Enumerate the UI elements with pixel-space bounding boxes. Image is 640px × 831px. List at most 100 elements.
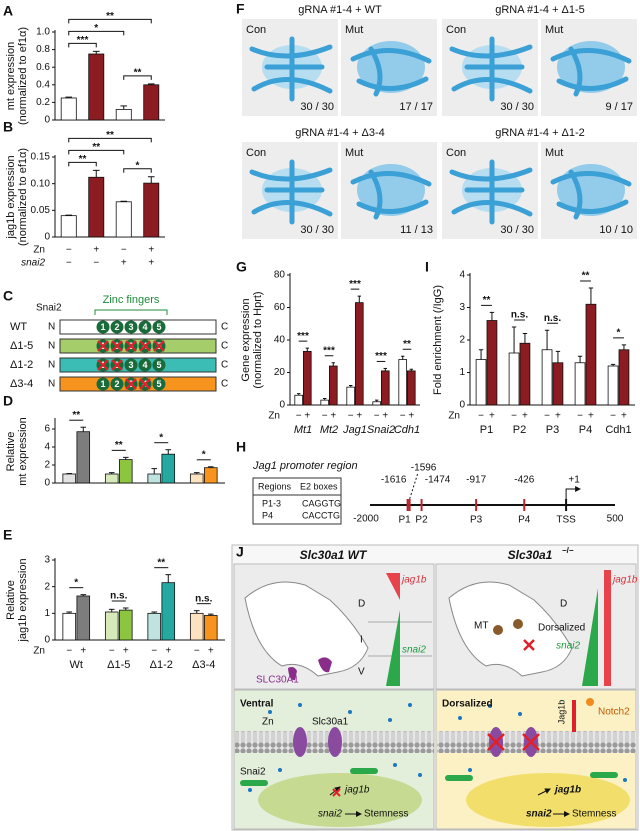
- construct-name: Δ1-5: [10, 340, 33, 352]
- promoter-title: Jag1 promoter region: [252, 460, 358, 472]
- construct-name: Δ1-2: [10, 359, 33, 371]
- panel-label: I: [425, 259, 429, 275]
- row-sign: −: [109, 646, 115, 657]
- embryo: [448, 581, 573, 677]
- image-count: 30 / 30: [500, 224, 534, 236]
- y-tick-label: 0.8: [36, 44, 50, 55]
- gradient-label: snai2: [402, 645, 426, 656]
- y-tick-label: 3: [44, 555, 50, 566]
- row-sign: −: [66, 646, 72, 657]
- snai2-icons: [240, 768, 378, 786]
- transporter-icon: [288, 667, 297, 681]
- finger-number: 5: [156, 360, 161, 370]
- y-tick-label: 0.05: [31, 205, 51, 216]
- table-header: E2 boxes: [300, 481, 338, 491]
- y-tick-label: 0: [44, 478, 50, 489]
- bar: [203, 615, 218, 641]
- arrow: [537, 788, 551, 796]
- row-sign: +: [121, 258, 127, 269]
- bar: [320, 399, 330, 406]
- y-tick-label: 2: [44, 460, 50, 471]
- significance-label: n.s.: [544, 313, 561, 324]
- gene-label: snai2: [526, 809, 552, 820]
- significance-label: *: [617, 328, 621, 339]
- cross: [523, 639, 535, 651]
- bar: [118, 609, 133, 641]
- significance-label: ***: [77, 35, 89, 46]
- significance-bracket: [68, 18, 152, 24]
- zinc-dots: [248, 703, 627, 792]
- ligand-label: Jag1b: [556, 700, 566, 725]
- image-count: 30 / 30: [500, 101, 534, 113]
- site-label: -1474: [425, 475, 451, 486]
- y-tick-label: 0.4: [36, 79, 50, 90]
- skull-title: gRNA #1-4 + Δ3-4: [295, 127, 385, 139]
- row-sign: −: [66, 258, 72, 269]
- y-tick-label: 0.2: [36, 97, 50, 108]
- bar: [62, 473, 77, 484]
- y-tick-label: 0: [279, 400, 285, 411]
- y-axis-label: Fold enrichment (/IgG): [432, 285, 444, 395]
- significance-label: n.s.: [511, 310, 528, 321]
- significance-label: **: [92, 142, 100, 153]
- leader: [409, 473, 419, 500]
- y-tick-label: 0.15: [31, 152, 51, 163]
- region-label: P2: [415, 515, 428, 526]
- axis-end-label: -2000: [353, 514, 379, 525]
- bar: [60, 215, 77, 238]
- jag1b-gradient: [386, 573, 400, 600]
- bar: [398, 359, 408, 406]
- nucleus: [258, 773, 422, 827]
- site-label: -1596: [411, 463, 437, 474]
- region-label: P3: [470, 515, 483, 526]
- n-label: N: [48, 322, 55, 333]
- table-cell: CAGGTG: [302, 498, 341, 508]
- row-sign: −: [296, 411, 302, 422]
- bar: [189, 612, 204, 641]
- zinc-finger: [96, 377, 110, 391]
- image-count: 30 / 30: [300, 224, 334, 236]
- bar: [88, 53, 105, 121]
- tss-arrow: [565, 486, 582, 499]
- image-count: 30 / 30: [300, 101, 334, 113]
- bar: [508, 352, 520, 406]
- site-label: -917: [466, 475, 486, 486]
- cartilage-stain: [550, 46, 632, 97]
- row-sign: −: [93, 258, 99, 269]
- y-axis-label: (normalized to Hprt): [252, 291, 264, 388]
- mt-icon: [513, 619, 523, 629]
- image-count: 11 / 13: [400, 224, 433, 236]
- panel-label: E: [3, 527, 12, 543]
- x-tick-label: Cdh1: [605, 424, 631, 436]
- axis-d: D: [560, 599, 567, 610]
- construct-bar: [59, 338, 217, 354]
- skull-title: gRNA #1-4 + Δ1-2: [495, 127, 585, 139]
- bar: [104, 611, 119, 641]
- construct-bar: [59, 357, 217, 373]
- transporter-icon: [318, 657, 332, 673]
- x-tick-label: Snai2: [367, 424, 395, 436]
- zinc-label: Zn: [262, 717, 274, 728]
- cartilage-stain: [550, 169, 632, 220]
- significance-label: ***: [349, 279, 361, 290]
- table-frame: [252, 477, 342, 525]
- row-sign: −: [121, 245, 127, 256]
- mutation-cross: [139, 378, 151, 390]
- model-right-title: Slc30a1: [508, 548, 553, 562]
- axis-end-label: 500: [607, 514, 624, 525]
- domain-label: Zinc fingers: [103, 294, 160, 306]
- mutation-cross: [139, 340, 151, 352]
- image-label: Con: [246, 24, 266, 36]
- row-sign: −: [151, 646, 157, 657]
- n-label: N: [48, 341, 55, 352]
- finger-number: 1: [100, 322, 105, 332]
- cartilage-stain: [350, 46, 432, 97]
- zinc-finger: [138, 358, 152, 372]
- cartilage-stain: [249, 159, 333, 225]
- bar: [115, 109, 132, 121]
- y-axis-label: Relative: [5, 580, 17, 620]
- row-sign: −: [348, 411, 354, 422]
- gradient-label: jag1b: [611, 575, 638, 586]
- x-tick-label: Jag1: [342, 424, 367, 436]
- y-tick-label: 3: [459, 302, 465, 313]
